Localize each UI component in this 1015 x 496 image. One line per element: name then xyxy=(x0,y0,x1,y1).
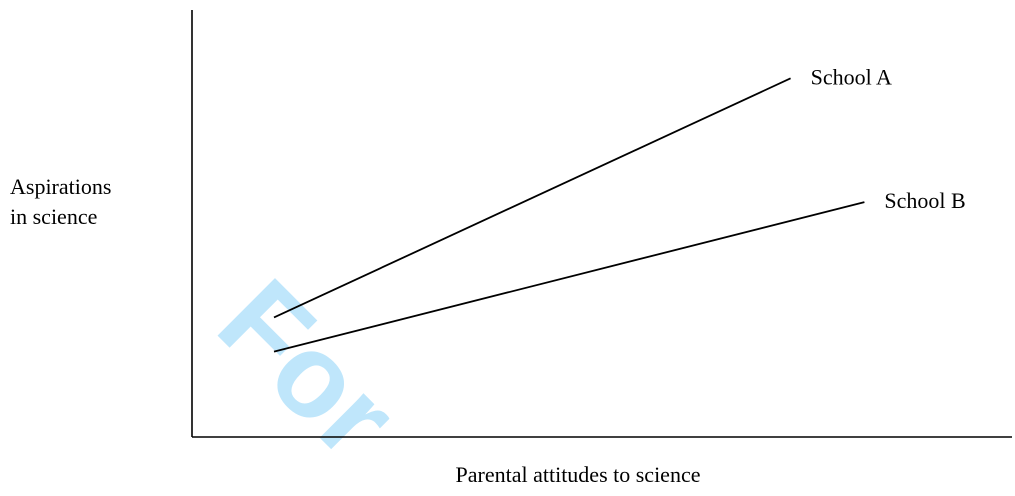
watermark-text: For xyxy=(194,255,422,483)
series-line-1 xyxy=(273,77,791,319)
series-label-1: School A xyxy=(811,64,892,89)
y-axis-label-line-1: Aspirations xyxy=(10,174,111,199)
y-axis-label: Aspirations in science xyxy=(10,174,111,229)
series-layer: School A School B xyxy=(273,64,966,353)
watermark: For xyxy=(194,255,422,483)
x-axis-label: Parental attitudes to science xyxy=(456,462,701,487)
y-axis-label-line-2: in science xyxy=(10,204,97,229)
series-line-2 xyxy=(273,201,865,353)
series-label-2: School B xyxy=(884,188,965,213)
